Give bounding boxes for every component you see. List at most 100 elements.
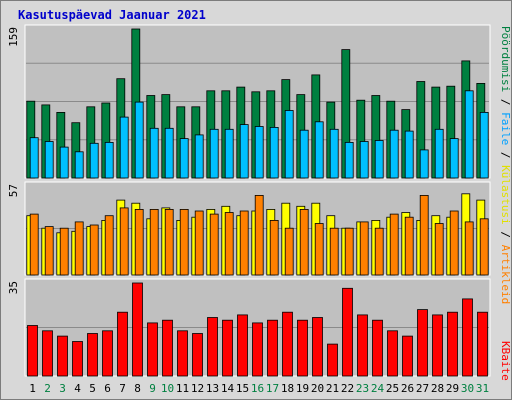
legend-part-2: Faile: [499, 112, 512, 145]
x-tick-label: 11: [176, 382, 189, 395]
x-tick-label: 13: [206, 382, 219, 395]
legend-part-3: /: [499, 145, 512, 165]
x-tick-label: 8: [134, 382, 141, 395]
bar-visits-pages-s1-d17: [269, 219, 279, 276]
bar-kbytes-s0-d31: [477, 311, 488, 377]
bar-visits-pages-s1-d13: [209, 213, 219, 276]
x-tick-label: 27: [416, 382, 429, 395]
bar-hits-files-s1-d4: [74, 151, 84, 179]
bar-visits-pages-s1-d2: [44, 226, 54, 276]
bar-kbytes-s0-d24: [372, 319, 383, 377]
x-tick-label: 15: [236, 382, 249, 395]
bar-kbytes-s0-d21: [327, 343, 338, 377]
x-tick-label: 6: [104, 382, 111, 395]
x-tick-labels: 1 2 3 4 5 6 7 8 9 10 11 12 13 14 15 16 17 18 19 20 21 22 23 24 2…: [29, 382, 489, 395]
bar-visits-pages-s1-d30: [464, 221, 474, 276]
bar-kbytes-s0-d19: [297, 319, 308, 377]
x-tick-label: 26: [401, 382, 414, 395]
bar-hits-files-s1-d7: [119, 116, 129, 179]
legend-part-5: /: [499, 225, 512, 245]
bar-visits-pages-s1-d12: [194, 210, 204, 276]
bar-visits-pages-s1-d6: [104, 215, 114, 276]
bar-kbytes-s0-d6: [102, 330, 113, 377]
bar-hits-files-s1-d24: [374, 140, 384, 179]
bar-kbytes-s0-d30: [462, 298, 473, 377]
chart-panels: 159 57 35: [7, 24, 491, 377]
bar-hits-files-s1-d6: [104, 141, 114, 179]
bar-hits-files-s1-d22: [344, 141, 354, 179]
bar-hits-files-s1-d20: [314, 121, 324, 179]
legend-part-1: /: [499, 92, 512, 112]
bar-kbytes-s0-d16: [252, 322, 263, 377]
bar-hits-files-s1-d10: [164, 127, 174, 179]
x-tick-label: 24: [371, 382, 385, 395]
legend-part-6: Artikleid: [499, 245, 512, 305]
bar-hits-files-s1-d5: [89, 142, 99, 179]
bar-visits-pages-s1-d23: [359, 221, 369, 276]
bar-visits-pages-s1-d1: [29, 213, 39, 276]
x-tick-label: 31: [476, 382, 489, 395]
x-tick-label: 19: [296, 382, 309, 395]
bar-hits-files-s1-d28: [434, 128, 444, 179]
bar-kbytes-s0-d25: [387, 330, 398, 377]
bar-hits-files-s1-d29: [449, 138, 459, 179]
bar-hits-files-s1-d18: [284, 110, 294, 179]
x-tick-label: 5: [89, 382, 96, 395]
x-tick-label: 9: [149, 382, 156, 395]
bar-kbytes-s0-d2: [42, 330, 53, 377]
x-tick-label: 14: [221, 382, 235, 395]
x-tick-label: 28: [431, 382, 444, 395]
y-max-label: 159: [7, 27, 20, 47]
chart-title: Kasutuspäevad Jaanuar 2021: [18, 8, 206, 22]
legend-top-panels: Pöördumisi / Faile / Külastusi / Artikle…: [499, 26, 512, 304]
bar-visits-pages-s1-d4: [74, 221, 84, 276]
bar-visits-pages-s1-d27: [419, 194, 429, 276]
x-tick-label: 18: [281, 382, 294, 395]
x-tick-label: 16: [251, 382, 264, 395]
x-tick-label: 17: [266, 382, 279, 395]
bar-kbytes-s0-d22: [342, 287, 353, 377]
bar-hits-files-s1-d21: [329, 128, 339, 179]
bar-hits-files-s1-d26: [404, 130, 414, 179]
bar-kbytes-s0-d9: [147, 322, 158, 377]
bar-kbytes-s0-d4: [72, 341, 83, 377]
bar-kbytes-s0-d20: [312, 317, 323, 377]
bar-visits-pages-s1-d18: [284, 227, 294, 276]
x-tick-label: 23: [356, 382, 369, 395]
x-tick-label: 12: [191, 382, 204, 395]
legend-kbytes: KBaite: [499, 341, 512, 381]
bar-kbytes-s0-d10: [162, 319, 173, 377]
bar-visits-pages-s1-d15: [239, 210, 249, 276]
bar-hits-files-s1-d19: [299, 129, 309, 179]
bar-visits-pages-s1-d22: [344, 227, 354, 276]
x-tick-label: 21: [326, 382, 339, 395]
x-tick-label: 20: [311, 382, 324, 395]
bar-visits-pages-s1-d16: [254, 194, 264, 276]
y-max-label: 35: [7, 281, 20, 294]
bar-kbytes-s0-d17: [267, 319, 278, 377]
bar-kbytes-s0-d13: [207, 317, 218, 377]
bar-kbytes-s0-d12: [192, 333, 203, 377]
bar-kbytes-s0-d27: [417, 309, 428, 377]
x-tick-label: 30: [461, 382, 474, 395]
bar-visits-pages-s1-d24: [374, 227, 384, 276]
x-tick-label: 22: [341, 382, 354, 395]
bar-kbytes-s0-d23: [357, 314, 368, 377]
bar-visits-pages-s1-d8: [134, 208, 144, 276]
bar-visits-pages-s1-d19: [299, 208, 309, 276]
bar-visits-pages-s1-d28: [434, 223, 444, 276]
bar-kbytes-s0-d29: [447, 311, 458, 377]
panel-hits-files: 159: [7, 24, 491, 179]
bar-visits-pages-s1-d9: [149, 208, 159, 276]
x-tick-label: 10: [161, 382, 174, 395]
bar-hits-files-s1-d8: [134, 101, 144, 179]
bar-hits-files-s1-d11: [179, 138, 189, 179]
bar-hits-files-s1-d25: [389, 129, 399, 179]
x-tick-label: 1: [29, 382, 36, 395]
bar-visits-pages-s1-d20: [314, 223, 324, 276]
bar-hits-files-s1-d12: [194, 134, 204, 179]
x-tick-label: 4: [74, 382, 81, 395]
bar-kbytes-s0-d11: [177, 330, 188, 377]
bar-visits-pages-s1-d11: [179, 208, 189, 276]
